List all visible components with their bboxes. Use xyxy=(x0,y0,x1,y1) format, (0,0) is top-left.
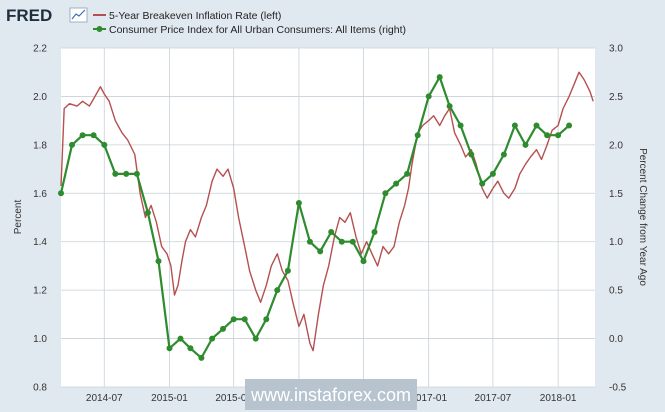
right-tick-label: 2.5 xyxy=(609,92,623,103)
data-point-cpi xyxy=(566,122,573,129)
logo-text: FRED xyxy=(6,6,52,25)
x-tick-label: 2017-01 xyxy=(410,393,447,404)
right-axis-ticks: -0.5 0.0 0.5 1.0 1.5 2.0 2.5 3.0 xyxy=(609,44,627,394)
data-point-cpi xyxy=(252,335,259,342)
data-point-cpi xyxy=(123,170,130,177)
data-point-cpi xyxy=(166,345,173,352)
right-tick-label: 0.5 xyxy=(609,286,623,297)
data-point-cpi xyxy=(360,258,367,265)
x-tick-label: 2015-07 xyxy=(215,393,252,404)
right-tick-label: 1.0 xyxy=(609,237,623,248)
data-point-cpi xyxy=(220,325,226,332)
data-point-cpi xyxy=(274,287,281,294)
data-point-cpi xyxy=(382,190,389,197)
data-point-cpi xyxy=(533,122,540,129)
right-tick-label: -0.5 xyxy=(609,383,627,394)
data-point-cpi xyxy=(230,316,237,323)
left-tick-label: 0.8 xyxy=(33,383,47,394)
data-point-cpi xyxy=(69,141,75,148)
data-point-cpi xyxy=(328,229,335,235)
data-point-cpi xyxy=(79,132,86,139)
data-point-cpi xyxy=(404,170,411,177)
data-point-cpi xyxy=(155,258,162,265)
watermark-text: www.instaforex.com xyxy=(250,385,411,405)
watermark: www.instaforex.com xyxy=(245,379,417,410)
left-tick-label: 1.8 xyxy=(33,140,47,151)
data-point-cpi xyxy=(489,170,496,177)
left-axis-label: Percent xyxy=(13,200,24,235)
data-point-cpi xyxy=(306,238,313,245)
series-line-breakeven xyxy=(60,71,594,352)
legend-label-breakeven: 5-Year Breakeven Inflation Rate (left) xyxy=(109,10,281,22)
data-point-cpi xyxy=(371,229,378,235)
legend: 5-Year Breakeven Inflation Rate (left) C… xyxy=(93,10,406,36)
legend-label-cpi: Consumer Price Index for All Urban Consu… xyxy=(109,24,406,36)
data-point-cpi xyxy=(317,248,324,255)
watermark-background xyxy=(245,379,417,410)
series-cpi xyxy=(58,74,573,361)
right-tick-label: 1.5 xyxy=(609,189,623,200)
data-point-cpi xyxy=(338,238,345,245)
data-point-cpi xyxy=(133,170,140,177)
right-tick-label: 2.0 xyxy=(609,140,623,151)
data-point-cpi xyxy=(393,180,400,187)
legend-item-cpi: Consumer Price Index for All Urban Consu… xyxy=(93,24,406,36)
data-point-cpi xyxy=(177,335,184,342)
x-tick-label: 2017-07 xyxy=(475,393,512,404)
data-point-cpi xyxy=(555,132,562,139)
data-point-cpi xyxy=(198,354,205,361)
data-point-cpi xyxy=(425,93,432,100)
left-tick-label: 1.4 xyxy=(33,237,47,248)
data-point-cpi xyxy=(414,132,421,139)
data-point-cpi xyxy=(58,190,64,197)
data-point-cpi xyxy=(522,141,529,148)
left-tick-label: 2.0 xyxy=(33,92,47,103)
x-tick-label: 2015-01 xyxy=(151,393,188,404)
data-point-cpi xyxy=(144,209,151,216)
data-point-cpi xyxy=(209,335,216,342)
x-tick-label: 2014-07 xyxy=(86,393,123,404)
data-point-cpi xyxy=(101,141,108,148)
data-point-cpi xyxy=(284,267,291,274)
data-point-cpi xyxy=(349,238,356,245)
left-tick-label: 1.2 xyxy=(33,286,47,297)
right-axis-label: Percent Change from Year Ago xyxy=(637,148,648,286)
series-breakeven xyxy=(60,71,594,352)
left-axis-ticks: 0.8 1.0 1.2 1.4 1.6 1.8 2.0 2.2 xyxy=(33,44,47,394)
legend-item-breakeven: 5-Year Breakeven Inflation Rate (left) xyxy=(93,10,281,22)
data-point-cpi xyxy=(457,122,464,129)
plot-area xyxy=(61,48,595,387)
data-point-cpi xyxy=(263,316,270,323)
fred-logo[interactable]: FRED xyxy=(6,6,88,25)
data-point-cpi xyxy=(241,316,248,323)
data-point-cpi xyxy=(90,132,97,139)
data-point-cpi xyxy=(436,74,443,81)
data-point-cpi xyxy=(511,122,518,129)
right-tick-label: 3.0 xyxy=(609,44,623,55)
data-point-cpi xyxy=(468,151,475,158)
legend-marker-cpi xyxy=(96,26,103,32)
chart-line-icon xyxy=(69,7,88,23)
left-tick-label: 2.2 xyxy=(33,44,47,55)
data-point-cpi xyxy=(112,170,119,177)
x-tick-label: 2018-01 xyxy=(540,393,577,404)
left-tick-label: 1.0 xyxy=(33,334,47,345)
data-point-cpi xyxy=(295,200,302,206)
data-point-cpi xyxy=(479,180,486,187)
data-point-cpi xyxy=(446,103,453,110)
data-point-cpi xyxy=(500,151,507,158)
left-tick-label: 1.6 xyxy=(33,189,47,200)
data-point-cpi xyxy=(544,132,551,139)
right-tick-label: 0.0 xyxy=(609,334,623,345)
data-point-cpi xyxy=(187,345,194,352)
